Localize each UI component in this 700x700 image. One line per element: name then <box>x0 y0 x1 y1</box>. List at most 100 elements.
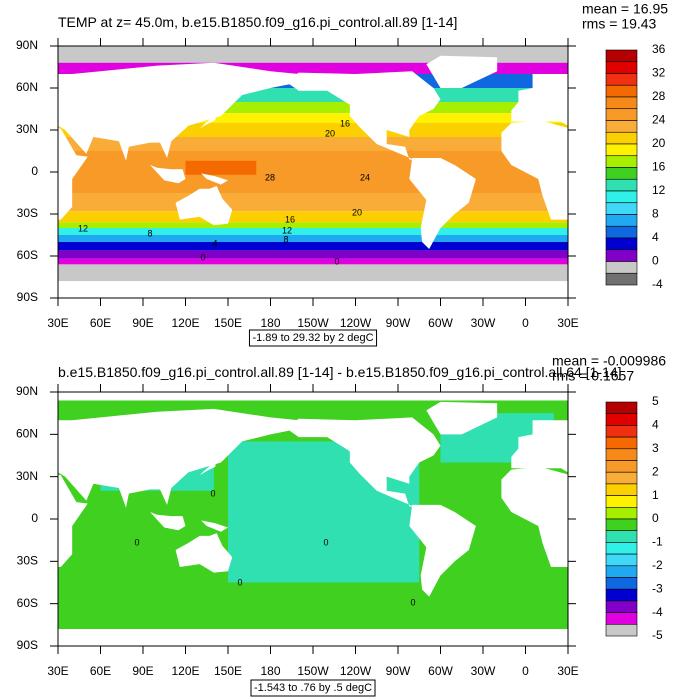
lat-label: 60N <box>16 80 38 94</box>
land <box>501 466 568 567</box>
colorbar-box <box>605 436 638 450</box>
colorbar-box <box>605 495 638 508</box>
stat: mean = -0.009986 <box>552 353 666 369</box>
range-note: -1.543 to .76 by .5 degC <box>254 682 372 694</box>
lat-label: 90N <box>16 38 38 52</box>
colorbar-label: 28 <box>652 89 666 103</box>
lon-label: 30E <box>47 316 68 330</box>
land <box>199 458 217 476</box>
land <box>501 120 568 220</box>
colorbar-label: 4 <box>652 230 659 244</box>
land <box>150 165 186 184</box>
land <box>284 417 441 508</box>
colorbar-box <box>605 178 638 192</box>
lon-label: 150W <box>297 316 329 330</box>
land <box>58 474 88 567</box>
land <box>201 520 228 532</box>
lon-label: 30W <box>471 316 496 330</box>
contour-label: 12 <box>282 225 292 235</box>
contour-label: 0 <box>134 537 139 547</box>
contour-label: 20 <box>325 128 335 138</box>
colorbar-box <box>605 413 638 426</box>
field <box>185 160 257 175</box>
colorbar-label: 3 <box>652 441 659 455</box>
lon-label: 30E <box>557 316 578 330</box>
contour-label: 0 <box>410 597 415 607</box>
colorbar-box <box>605 518 638 531</box>
colorbar-box <box>605 214 638 227</box>
colorbar-box <box>605 530 638 543</box>
lon-label: 150E <box>214 316 242 330</box>
lon-label: 90E <box>132 316 153 330</box>
lat-label: 30N <box>16 469 38 483</box>
contour-label: 8 <box>283 234 288 244</box>
colorbar-box <box>605 565 638 578</box>
field <box>58 102 568 114</box>
colorbar-box <box>605 612 638 625</box>
range-note: -1.89 to 29.32 by 2 degC <box>252 332 373 344</box>
stat: rms = 19.43 <box>582 16 657 32</box>
colorbar-box <box>605 225 638 239</box>
colorbar-box <box>605 249 638 262</box>
contour-label: 0 <box>334 256 339 266</box>
panel: 0 0 0 0 0 b.e15.B1850.f09_g16.pi_control.all.… <box>16 353 666 697</box>
colorbar-box <box>605 61 638 74</box>
lat-label: 90N <box>16 384 38 398</box>
field <box>58 228 568 235</box>
field <box>58 258 568 265</box>
panel-title: TEMP at z= 45.0m, b.e15.B1850.f09_g16.pi… <box>58 14 457 30</box>
lat-label: 60N <box>16 427 38 441</box>
lon-label: 60E <box>90 664 111 678</box>
colorbar-label: -4 <box>652 605 663 619</box>
stat: mean = 16.95 <box>582 1 668 17</box>
contour-label: 0 <box>210 488 215 498</box>
colorbar-box <box>605 202 638 215</box>
colorbar-label: 24 <box>652 113 666 127</box>
colorbar-box <box>605 553 638 567</box>
lat-label: 60S <box>17 248 38 262</box>
lon-label: 0 <box>522 664 529 678</box>
colorbar-label: -3 <box>652 581 663 595</box>
land <box>409 504 476 597</box>
colorbar-label: 1 <box>652 488 659 502</box>
lon-label: 60W <box>428 664 453 678</box>
colorbar-label: -4 <box>652 277 663 291</box>
lon-label: 60E <box>90 316 111 330</box>
contour-label: 16 <box>340 118 350 128</box>
field <box>58 113 568 123</box>
colorbar-box <box>605 96 638 110</box>
lon-label: 90W <box>386 316 411 330</box>
lat-label: 90S <box>17 290 38 304</box>
colorbar-box <box>605 155 638 168</box>
colorbar-box <box>605 600 638 613</box>
lon-label: 120E <box>171 316 199 330</box>
land <box>150 511 186 531</box>
land <box>660 165 695 183</box>
lon-label: 120W <box>340 316 372 330</box>
field <box>58 242 568 251</box>
land <box>199 111 217 129</box>
lat-label: 90S <box>17 638 38 652</box>
land <box>58 408 313 508</box>
colorbar-box <box>605 471 638 485</box>
colorbar-box <box>605 401 638 414</box>
lon-label: 150W <box>297 664 329 678</box>
contour-label: 24 <box>360 172 370 182</box>
map <box>58 400 568 646</box>
land <box>175 533 233 573</box>
field <box>58 151 568 193</box>
colorbar-box <box>605 425 638 438</box>
map <box>58 46 695 298</box>
colorbar-label: 2 <box>652 464 659 478</box>
colorbar-box <box>605 131 638 145</box>
panel-title: b.e15.B1850.f09_g16.pi_control.all.89 [1… <box>58 364 622 380</box>
colorbar-box <box>605 272 638 286</box>
lon-label: 30E <box>557 664 578 678</box>
contour-label: 0 <box>237 577 242 587</box>
contour-label: 20 <box>352 207 362 217</box>
field <box>58 222 568 228</box>
colorbar-box <box>605 577 638 590</box>
lat-label: 30S <box>17 206 38 220</box>
colorbar-box <box>605 460 638 473</box>
